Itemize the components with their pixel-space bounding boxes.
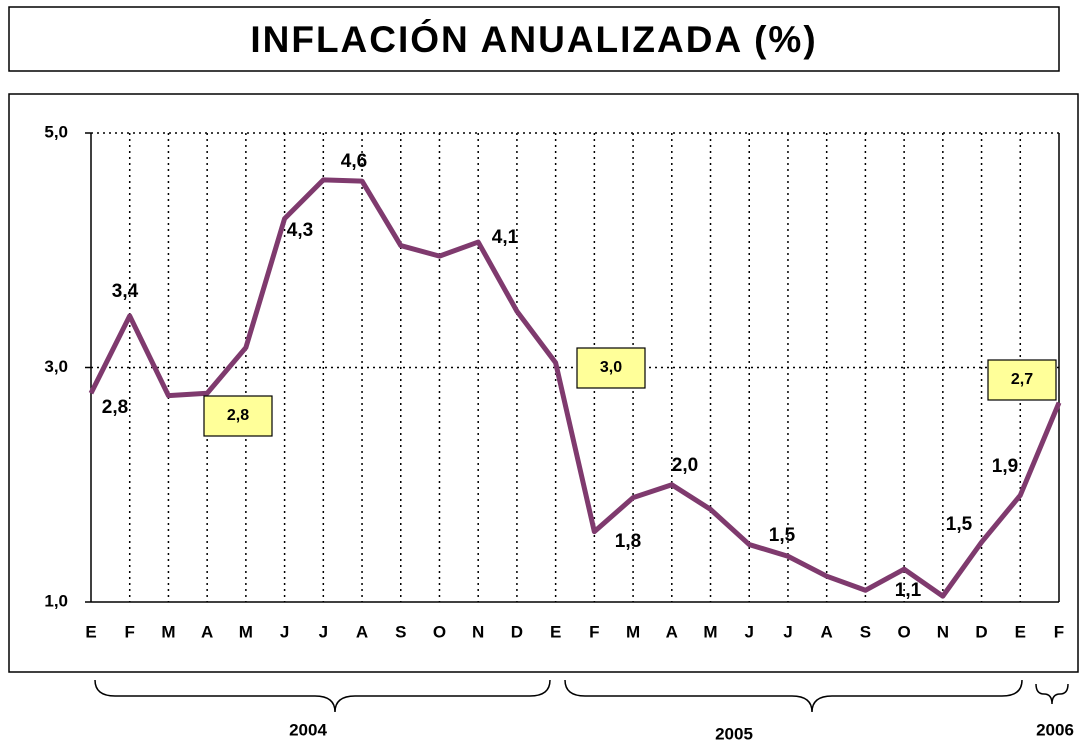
annotation: 2,8 [102, 397, 128, 418]
x-tick-label: O [433, 622, 446, 641]
brace [94, 679, 551, 713]
data-line [88, 177, 1062, 599]
chart-frame [8, 93, 1079, 673]
annotation: 4,6 [341, 151, 367, 172]
x-tick-label: J [280, 622, 289, 641]
x-tick-label: J [783, 622, 792, 641]
x-tick-label: F [589, 622, 599, 641]
annotation-box [203, 395, 273, 437]
x-tick-label: M [703, 622, 717, 641]
x-tick-label: J [745, 622, 754, 641]
x-tick-label: S [860, 622, 871, 641]
annotation-box [987, 359, 1057, 401]
x-tick-label: M [239, 622, 253, 641]
x-tick-label: A [356, 622, 368, 641]
annotation: 1,1 [895, 580, 922, 601]
x-tick-label: A [821, 622, 833, 641]
brace [564, 679, 1023, 713]
x-tick-label: J [319, 622, 328, 641]
x-tick-label: E [550, 622, 561, 641]
x-tick-label: D [511, 622, 523, 641]
x-tick-label: N [472, 622, 484, 641]
x-tick-label: F [1054, 622, 1064, 641]
title-box [8, 6, 1060, 72]
y-tick-label: 1,0 [44, 591, 68, 610]
annotation: 1,5 [946, 514, 973, 535]
group-label: 2005 [715, 724, 753, 740]
annotation: 2,0 [672, 455, 698, 476]
x-tick-label: A [201, 622, 213, 641]
annotation: 4,3 [287, 220, 313, 241]
x-tick-label: A [666, 622, 678, 641]
annotation: 3,0 [600, 359, 622, 376]
group-label: 2006 [1036, 720, 1074, 739]
annotation: 3,4 [112, 281, 139, 302]
y-tick-label: 5,0 [44, 122, 68, 141]
y-tick-label: 3,0 [44, 357, 68, 376]
annotation: 1,5 [769, 525, 796, 546]
x-tick-label: N [937, 622, 949, 641]
annotation: 1,9 [992, 456, 1018, 477]
group-label: 2004 [289, 720, 327, 739]
annotation-box [576, 347, 646, 389]
x-tick-label: M [161, 622, 175, 641]
brace [1035, 683, 1069, 705]
annotation: 2,8 [227, 407, 249, 424]
chart-title: INFLACIÓN ANUALIZADA (%) [250, 18, 817, 60]
x-tick-label: S [395, 622, 406, 641]
x-tick-label: O [898, 622, 911, 641]
annotation: 4,1 [492, 227, 519, 248]
annotation: 2,7 [1011, 371, 1033, 388]
x-tick-label: M [626, 622, 640, 641]
x-tick-label: D [975, 622, 987, 641]
x-tick-label: F [125, 622, 135, 641]
annotation: 1,8 [615, 531, 641, 552]
x-tick-label: E [85, 622, 96, 641]
x-tick-label: E [1015, 622, 1026, 641]
